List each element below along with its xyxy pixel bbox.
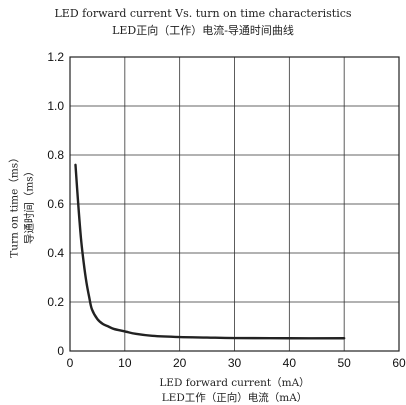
y-tick-label: 0.6 [47,197,64,211]
chart-title: LED forward current Vs. turn on time cha… [54,7,352,20]
y-tick-label: 0 [57,344,64,358]
series-line [74,163,346,340]
x-tick-label: 40 [283,356,297,370]
x-tick-label: 0 [67,356,74,370]
x-tick-label: 30 [228,356,242,370]
chart-subtitle: LED正向（工作）电流-导通时间曲线 [112,24,294,37]
x-tick-label: 10 [118,356,132,370]
x-tick-label: 60 [392,356,406,370]
y-tick-label: 0.4 [47,246,64,260]
y-tick-label: 1.0 [47,99,64,113]
y-tick-label: 0.8 [47,148,64,162]
y-tick-label: 1.2 [47,50,64,64]
x-axis-label-cn: LED工作（正向）电流（mA） [161,392,308,404]
x-tick-label: 20 [173,356,187,370]
x-axis-label: LED forward current（mA） [159,377,310,389]
y-tick-label: 0.2 [47,295,64,309]
x-tick-label: 50 [337,356,351,370]
plot-frame [69,56,400,352]
